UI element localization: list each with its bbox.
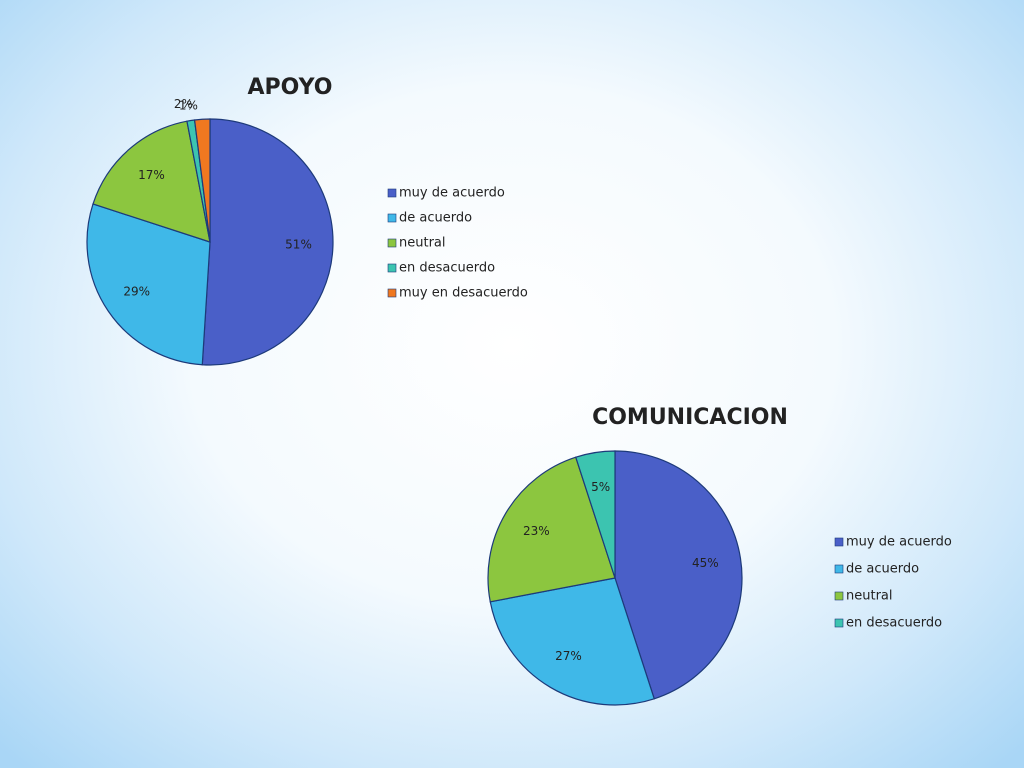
pie-slice <box>193 118 211 243</box>
legend-swatch <box>834 618 844 628</box>
pie-slice <box>487 456 616 603</box>
pie-slice <box>201 118 334 366</box>
data-label: 2% <box>174 97 193 111</box>
data-label: 5% <box>591 480 610 494</box>
legend-label: de acuerdo <box>846 562 919 577</box>
legend-swatch <box>387 188 397 198</box>
pie-slice <box>86 203 211 366</box>
data-label: 27% <box>555 649 582 663</box>
legend-label: en desacuerdo <box>846 616 942 631</box>
data-label: 29% <box>123 284 150 298</box>
legend-swatch <box>834 564 844 574</box>
legend-label: muy en desacuerdo <box>399 286 528 301</box>
legend-label: en desacuerdo <box>399 261 495 276</box>
pie-slice <box>574 450 616 579</box>
legend-swatch <box>387 288 397 298</box>
legend-swatch <box>387 263 397 273</box>
legend-label: neutral <box>846 589 893 604</box>
pie-slice <box>489 577 656 706</box>
chart-title: APOYO <box>248 75 333 100</box>
legend-swatch <box>834 537 844 547</box>
data-label: 45% <box>692 556 719 570</box>
legend-swatch <box>387 238 397 248</box>
data-label: 1% <box>179 98 198 112</box>
legend-label: muy de acuerdo <box>399 186 505 201</box>
legend-swatch <box>387 213 397 223</box>
pie-slice <box>614 450 743 700</box>
data-label: 23% <box>523 524 550 538</box>
legend-label: de acuerdo <box>399 211 472 226</box>
legend-label: muy de acuerdo <box>846 535 952 550</box>
data-label: 17% <box>138 168 165 182</box>
pie-slice <box>92 120 211 243</box>
data-label: 51% <box>285 237 312 251</box>
legend-swatch <box>834 591 844 601</box>
legend-label: neutral <box>399 236 446 251</box>
chart-title: COMUNICACION <box>592 405 788 430</box>
